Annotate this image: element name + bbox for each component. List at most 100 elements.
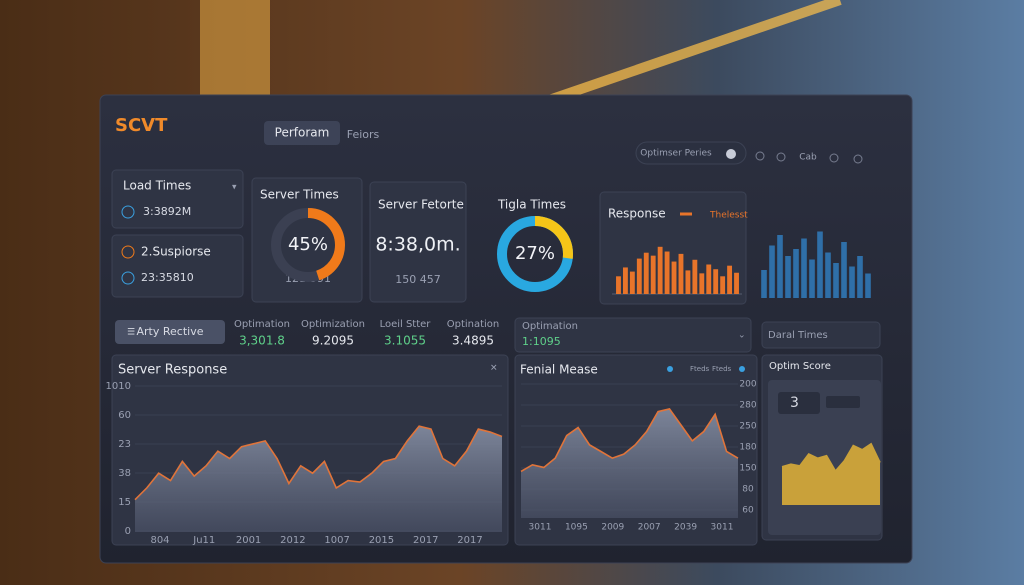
area-line (134, 425, 503, 501)
y-tick-label: 180 (739, 443, 756, 453)
bar (777, 235, 783, 298)
chevron[interactable]: ⌄ (738, 331, 746, 341)
bar (616, 276, 621, 294)
x-tick-label: 1007 (324, 535, 349, 546)
x-tick-label: 1095 (565, 523, 588, 533)
x-tick-label: 2017 (413, 535, 438, 546)
x-tick-label: 3011 (711, 523, 734, 533)
close[interactable]: ✕ (490, 364, 498, 374)
tab[interactable]: Perforam (275, 126, 330, 140)
select[interactable] (514, 317, 752, 353)
bar (671, 261, 677, 294)
chevron[interactable]: ▾ (232, 183, 237, 193)
bar (801, 238, 807, 298)
logo: SCVT (115, 115, 168, 136)
gauge-arc (271, 208, 345, 282)
x-tick-label: 2007 (638, 523, 661, 533)
bar (706, 264, 712, 294)
area-line (781, 442, 881, 473)
tab[interactable]: Feiors (347, 128, 380, 141)
stat-value: 3.4895 (452, 334, 494, 348)
stat-value: 9.2095 (312, 334, 354, 348)
x-tick-label: 2039 (674, 523, 697, 533)
area-fill (521, 408, 738, 518)
icon (121, 245, 135, 259)
score: 3 (790, 395, 799, 411)
bar (761, 270, 767, 298)
bar (664, 251, 670, 294)
bar (769, 245, 775, 298)
bar (809, 259, 815, 298)
chart-title: Server Response (118, 363, 227, 378)
card (251, 177, 363, 303)
legend-label: Fteds (690, 365, 710, 373)
bar (734, 272, 739, 294)
y-tick-label: 200 (739, 380, 756, 390)
bar (650, 255, 656, 294)
button[interactable] (115, 320, 225, 344)
bar (629, 271, 635, 294)
badge (826, 396, 860, 408)
y-tick-label: 0 (125, 526, 131, 537)
stat-value: 3.1055 (384, 334, 426, 348)
light-strip (518, 0, 842, 115)
bar (833, 263, 839, 298)
bar (685, 270, 691, 294)
card-footer: 150 457 (395, 273, 441, 286)
x-tick-label: 2009 (601, 523, 624, 533)
stat-label: Optimization (301, 319, 365, 330)
y-tick-label: 60 (742, 506, 754, 516)
legend-label: Thelesst (709, 211, 748, 221)
card-title: Optim Score (769, 361, 831, 372)
legend-swatch (739, 366, 745, 372)
bar (713, 269, 719, 294)
select-label[interactable]: Optimation (522, 321, 578, 332)
y-tick-label: 280 (739, 401, 756, 411)
card-title: Server Fetorte (378, 198, 464, 212)
stat-value: 3,301.8 (239, 334, 285, 348)
stat-label: Optination (447, 319, 500, 330)
search[interactable] (635, 141, 747, 165)
gauge-label: 27% (515, 243, 555, 264)
y-tick-label: 1010 (106, 381, 131, 392)
x-tick-label: 804 (150, 535, 169, 546)
y-tick-label: 80 (742, 485, 754, 495)
bar (643, 252, 649, 294)
x-tick-label: 3011 (529, 523, 552, 533)
bar (849, 266, 855, 298)
search-text[interactable]: Optimser Peries (640, 149, 712, 159)
x-tick-label: 2015 (369, 535, 394, 546)
x-tick-label: Ju11 (192, 535, 215, 546)
icon (121, 205, 135, 219)
icon[interactable] (726, 149, 736, 159)
card-title: Response (608, 207, 666, 221)
button-icon[interactable]: ☰ (127, 328, 135, 338)
icon[interactable] (853, 154, 863, 164)
bar (865, 273, 871, 298)
select-value[interactable]: 1:1095 (522, 335, 561, 348)
y-tick-label: 38 (118, 468, 131, 479)
bar (699, 273, 705, 294)
card-title: Tigla Times (497, 198, 566, 212)
legend-swatch (667, 366, 673, 372)
badge (778, 392, 820, 414)
light (200, 0, 270, 100)
card-title: Daral Times (768, 330, 828, 341)
area-line (520, 408, 739, 473)
card-value: 23:35810 (141, 271, 194, 284)
tab-active[interactable] (264, 121, 340, 145)
icon[interactable] (776, 152, 786, 162)
icon[interactable] (755, 151, 765, 161)
bar (825, 252, 831, 298)
chart-title: Fenial Mease (520, 363, 598, 377)
bar (841, 242, 847, 298)
user[interactable]: Cab (799, 153, 817, 163)
bar (636, 258, 642, 294)
stat-label: Loeil Stter (380, 319, 432, 330)
button-label[interactable]: Arty Rective (137, 325, 204, 338)
y-tick-label: 60 (118, 410, 131, 421)
legend-label: Fteds (712, 365, 732, 373)
icon[interactable] (829, 153, 839, 163)
bar (720, 276, 726, 294)
